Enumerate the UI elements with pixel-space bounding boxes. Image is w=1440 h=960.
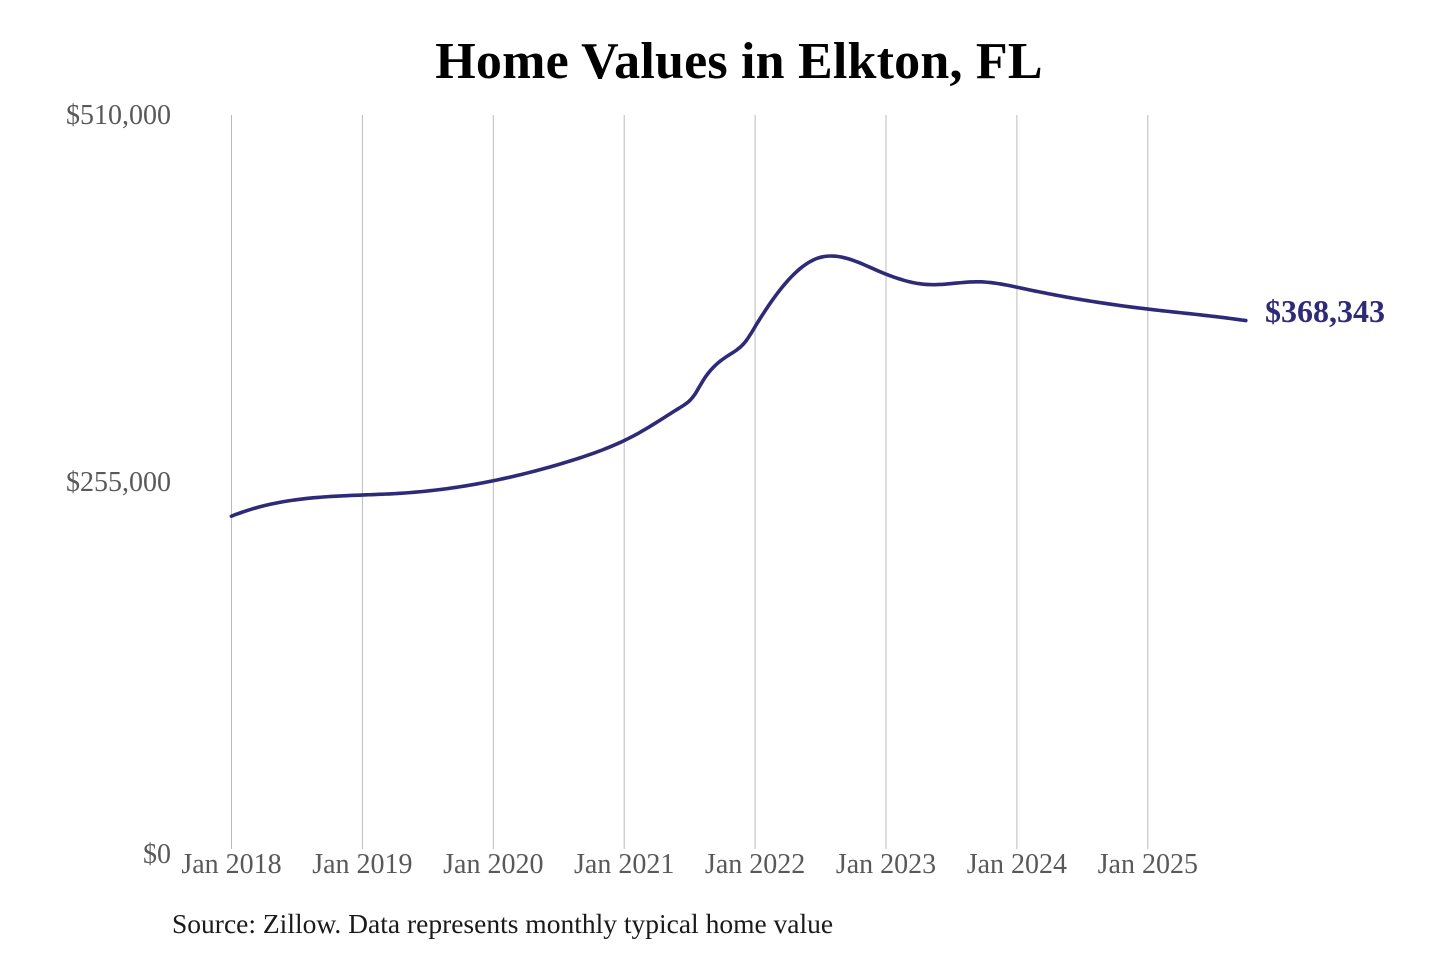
svg-text:Jan 2018: Jan 2018 xyxy=(181,849,281,880)
svg-text:$0: $0 xyxy=(143,839,171,870)
svg-text:Jan 2021: Jan 2021 xyxy=(574,849,674,880)
svg-text:Jan 2019: Jan 2019 xyxy=(312,849,412,880)
svg-text:Jan 2024: Jan 2024 xyxy=(967,849,1067,880)
svg-text:$255,000: $255,000 xyxy=(66,467,171,498)
svg-text:Jan 2023: Jan 2023 xyxy=(836,849,936,880)
svg-text:$368,343: $368,343 xyxy=(1265,293,1385,329)
svg-text:Jan 2025: Jan 2025 xyxy=(1098,849,1198,880)
svg-text:Jan 2020: Jan 2020 xyxy=(443,849,543,880)
svg-text:Jan 2022: Jan 2022 xyxy=(705,849,805,880)
svg-text:$510,000: $510,000 xyxy=(66,100,171,131)
